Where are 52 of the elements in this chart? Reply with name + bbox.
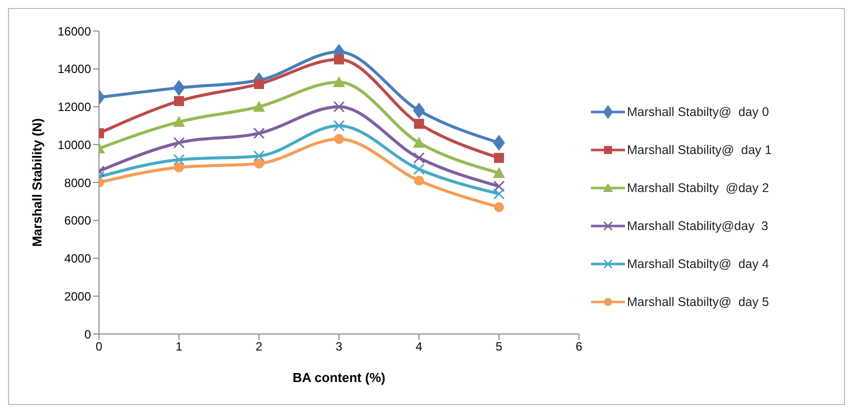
point [493,167,505,178]
y-tick-label: 14000 [58,62,92,76]
x-axis-title: BA content (%) [292,370,386,385]
point [174,96,184,106]
y-tick-label: 16000 [58,24,92,38]
legend-label: Marshall Stability@ day 1 [627,142,772,156]
point [493,188,505,200]
point [254,79,264,90]
point [494,202,504,212]
legend-label: Marshall Stabilty@ day 4 [627,256,769,270]
point [333,76,345,88]
y-axis-title: Marshall Stability (N) [30,118,45,247]
legend-label: Marshall Stabilty@ day 5 [627,294,769,308]
x-tick-label: 2 [256,340,263,354]
point [414,176,424,186]
x-tick-label: 3 [336,340,343,354]
point [493,134,505,151]
legend-label: Marshall Stability@day 3 [627,218,768,232]
x-tick-label: 1 [176,340,183,354]
point [494,152,504,163]
y-tick-label: 10000 [58,138,92,152]
x-tick-label: 0 [96,340,103,354]
y-tick-label: 2000 [64,289,92,304]
point [253,128,265,140]
legend-label: Marshall Stabilty @day 2 [627,180,769,194]
point [253,100,265,112]
point [173,154,185,166]
point [413,163,425,175]
point [334,54,344,64]
point [413,136,425,148]
point [413,102,425,119]
point [493,180,505,192]
legend-label: Marshall Stabilty@ day 0 [627,104,769,118]
point [333,120,345,132]
point [334,134,344,144]
y-tick-label: 6000 [64,214,92,228]
point [173,116,185,127]
point [254,158,264,169]
x-tick-label: 4 [416,340,423,354]
point [173,80,185,96]
point [413,152,425,164]
x-tick-label: 6 [576,340,583,354]
x-tick-label: 5 [496,340,503,354]
point [173,136,185,148]
y-tick-label: 8000 [64,176,92,190]
point [174,162,184,172]
y-tick-label: 4000 [64,252,92,266]
y-tick-label: 0 [84,327,92,342]
point [414,118,424,129]
point [333,101,345,112]
y-tick-label: 12000 [58,100,92,114]
point [253,150,265,162]
